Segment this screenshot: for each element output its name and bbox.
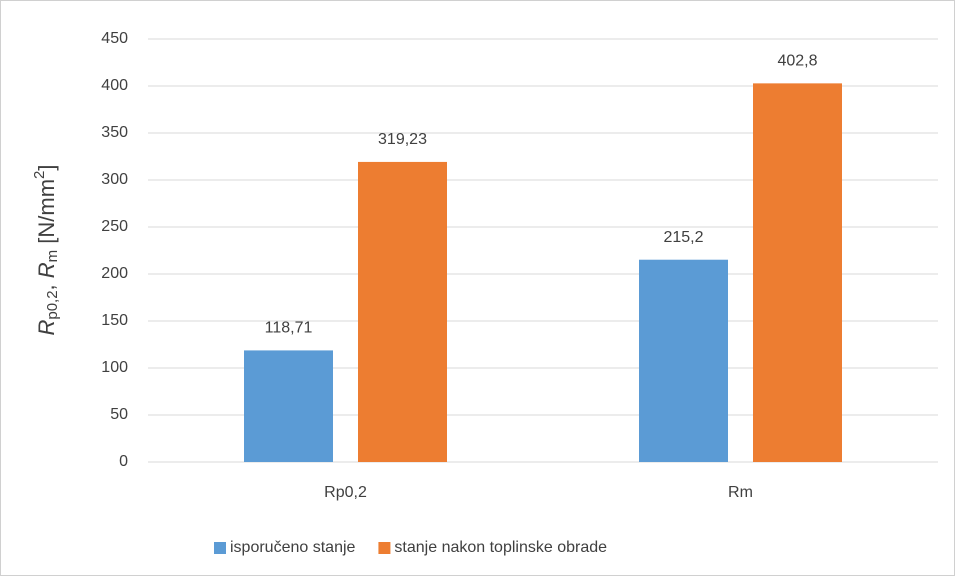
legend-swatch — [214, 542, 226, 554]
legend-label: stanje nakon toplinske obrade — [394, 539, 607, 556]
y-axis-label-part: R — [34, 262, 59, 278]
bar — [358, 161, 447, 462]
y-tick-label: 300 — [101, 171, 128, 188]
y-axis-label-part: R — [34, 320, 59, 336]
y-tick-label: 350 — [101, 124, 128, 141]
y-tick-label: 100 — [101, 359, 128, 376]
y-tick-label: 250 — [101, 218, 128, 235]
data-label: 118,71 — [265, 320, 313, 337]
bar — [244, 350, 333, 462]
y-axis-label: Rp0,2, Rm [N/mm2] — [31, 164, 61, 335]
data-label: 215,2 — [663, 229, 703, 246]
y-axis-label-part: [N/mm — [34, 179, 59, 250]
bar — [753, 83, 842, 463]
data-label: 402,8 — [777, 53, 817, 70]
y-axis-label-part: , — [34, 278, 59, 290]
x-tick-label: Rm — [728, 484, 753, 501]
data-label: 319,23 — [378, 131, 427, 148]
legend-swatch — [378, 542, 391, 554]
y-axis-label-part: ] — [34, 164, 59, 170]
y-axis-label-part: p0,2 — [44, 290, 61, 319]
y-tick-label: 50 — [110, 406, 128, 423]
y-axis-label-part: m — [44, 250, 61, 263]
y-tick-label: 150 — [101, 312, 128, 329]
y-tick-label: 400 — [101, 77, 128, 94]
y-axis-label-part: 2 — [31, 171, 48, 179]
y-tick-label: 200 — [101, 265, 128, 282]
y-tick-label: 0 — [119, 453, 128, 470]
x-tick-label: Rp0,2 — [324, 484, 367, 501]
bar — [639, 259, 728, 462]
legend-label: isporučeno stanje — [230, 539, 356, 556]
y-tick-label: 450 — [101, 30, 128, 47]
